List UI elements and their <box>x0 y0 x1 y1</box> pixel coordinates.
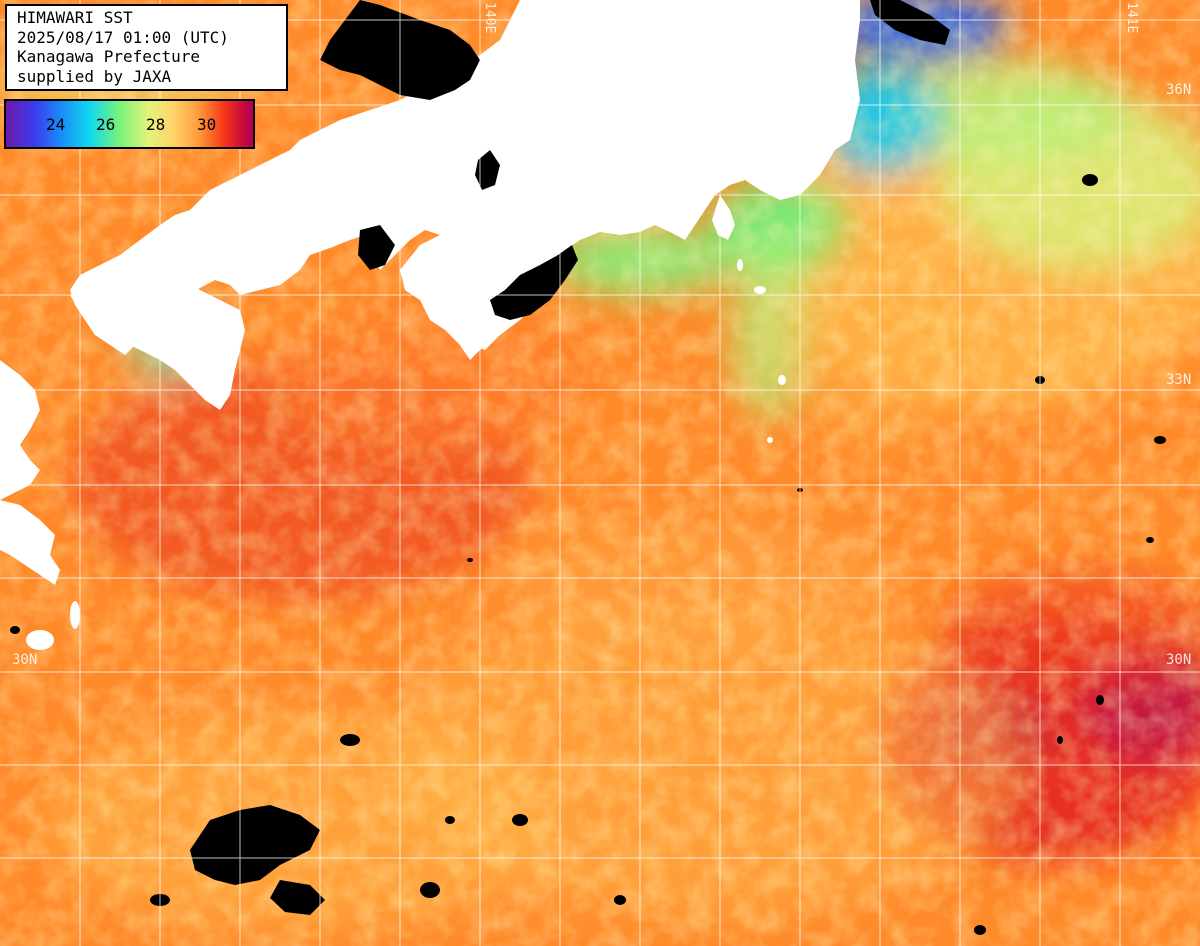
temperature-legend: 24 26 28 30 <box>4 99 255 149</box>
info-title: HIMAWARI SST <box>17 8 133 27</box>
info-region: Kanagawa Prefecture <box>17 47 201 66</box>
lon-label-140e: 140E <box>482 2 497 34</box>
info-box: HIMAWARI SST 2025/08/17 01:00 (UTC) Kana… <box>5 4 288 91</box>
lat-label-30n-right: 30N <box>1166 652 1192 668</box>
legend-label-24: 24 <box>46 115 66 134</box>
lat-label-33n: 33N <box>1166 372 1192 388</box>
lat-label-36n: 36N <box>1166 82 1192 98</box>
info-supplier: supplied by JAXA <box>17 66 172 86</box>
legend-color-bar <box>6 101 253 147</box>
lon-label-141e: 141E <box>1124 2 1139 34</box>
legend-label-28: 28 <box>146 115 166 134</box>
lat-label-30n-left: 30N <box>12 652 38 668</box>
legend-label-26: 26 <box>96 115 116 134</box>
info-datetime: 2025/08/17 01:00 (UTC) <box>17 27 229 47</box>
legend-label-30: 30 <box>197 115 217 134</box>
